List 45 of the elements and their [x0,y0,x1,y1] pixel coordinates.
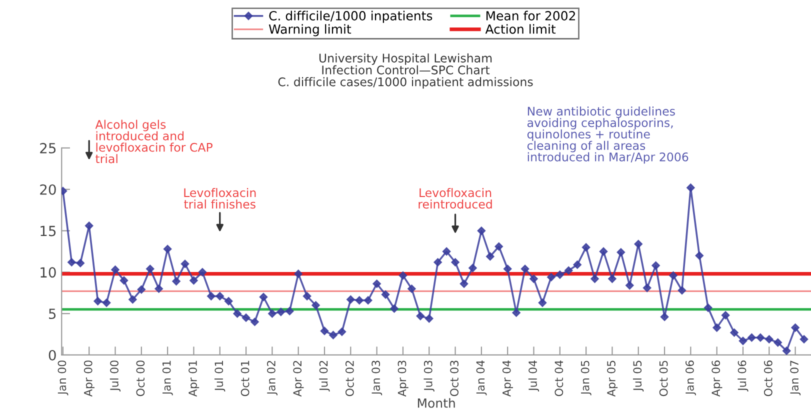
chart-title: University Hospital Lewisham Infection Control—SPC Chart C. difficile cases/1000 inpatient admissions [278,53,533,89]
x-tick-label: Jan 05 [580,360,592,396]
legend-label: Mean for 2002 [486,10,575,20]
x-tick-label: Jan 07 [790,360,801,396]
x-tick-label: Jan 06 [686,360,696,396]
x-tick-label: Apr 04 [502,360,513,397]
x-tick-label: Jul 01 [214,360,226,392]
x-tick-label: Jan 00 [58,360,68,396]
y-tick-label: 20 [40,184,56,195]
x-tick-label: Jan 01 [162,360,173,396]
x-tick-label: Jul 00 [110,360,121,392]
legend-label: Warning limit [268,24,352,36]
x-tick-label: Oct 03 [450,360,459,396]
x-tick-label: Jan 02 [267,360,278,396]
x-tick-label: Oct 02 [345,360,354,396]
x-tick-label: Apr 03 [398,360,408,397]
annotation: Alcohol gels introduced and levofloxacin for CAP trial [95,120,212,164]
x-tick-label: Jan 03 [372,360,382,396]
x-tick-label: Apr 02 [293,360,304,397]
legend-label: C. difficile/1000 inpatients [269,10,432,23]
x-tick-label: Jan 04 [476,360,487,396]
y-tick-label: 15 [40,226,56,236]
x-tick-label: Jul 06 [738,360,748,392]
x-tick-label: Jul 05 [632,360,644,392]
x-tick-label: Jul 04 [528,360,540,392]
x-tick-label: Oct 01 [240,360,250,396]
y-tick-label: 0 [48,350,56,360]
x-tick-label: Jul 02 [319,360,330,392]
y-tick-label: 10 [40,267,56,278]
x-tick-label: Apr 00 [84,360,94,397]
x-tick-label: Oct 00 [136,360,145,396]
y-tick-label: 5 [49,308,56,320]
x-axis-title: Month [418,398,455,408]
x-tick-label: Oct 06 [764,360,772,396]
annotation: Levofloxacin reintroduced [418,188,492,209]
x-tick-label: Oct 05 [659,360,668,396]
legend-label: Action limit [485,24,556,34]
x-tick-label: Apr 05 [607,360,618,397]
annotation: New antibiotic guidelines avoiding cephalosporins, quinolones + routine cleaning of all areas introduced in Mar/Apr 2006 [527,106,688,164]
y-tick-label: 25 [40,142,56,154]
x-tick-label: Apr 06 [712,360,722,397]
x-tick-label: Apr 01 [188,360,200,397]
annotation: Levofloxacin trial finishes [184,188,256,209]
x-tick-label: Oct 04 [554,360,564,396]
x-tick-label: Jul 03 [424,360,434,392]
